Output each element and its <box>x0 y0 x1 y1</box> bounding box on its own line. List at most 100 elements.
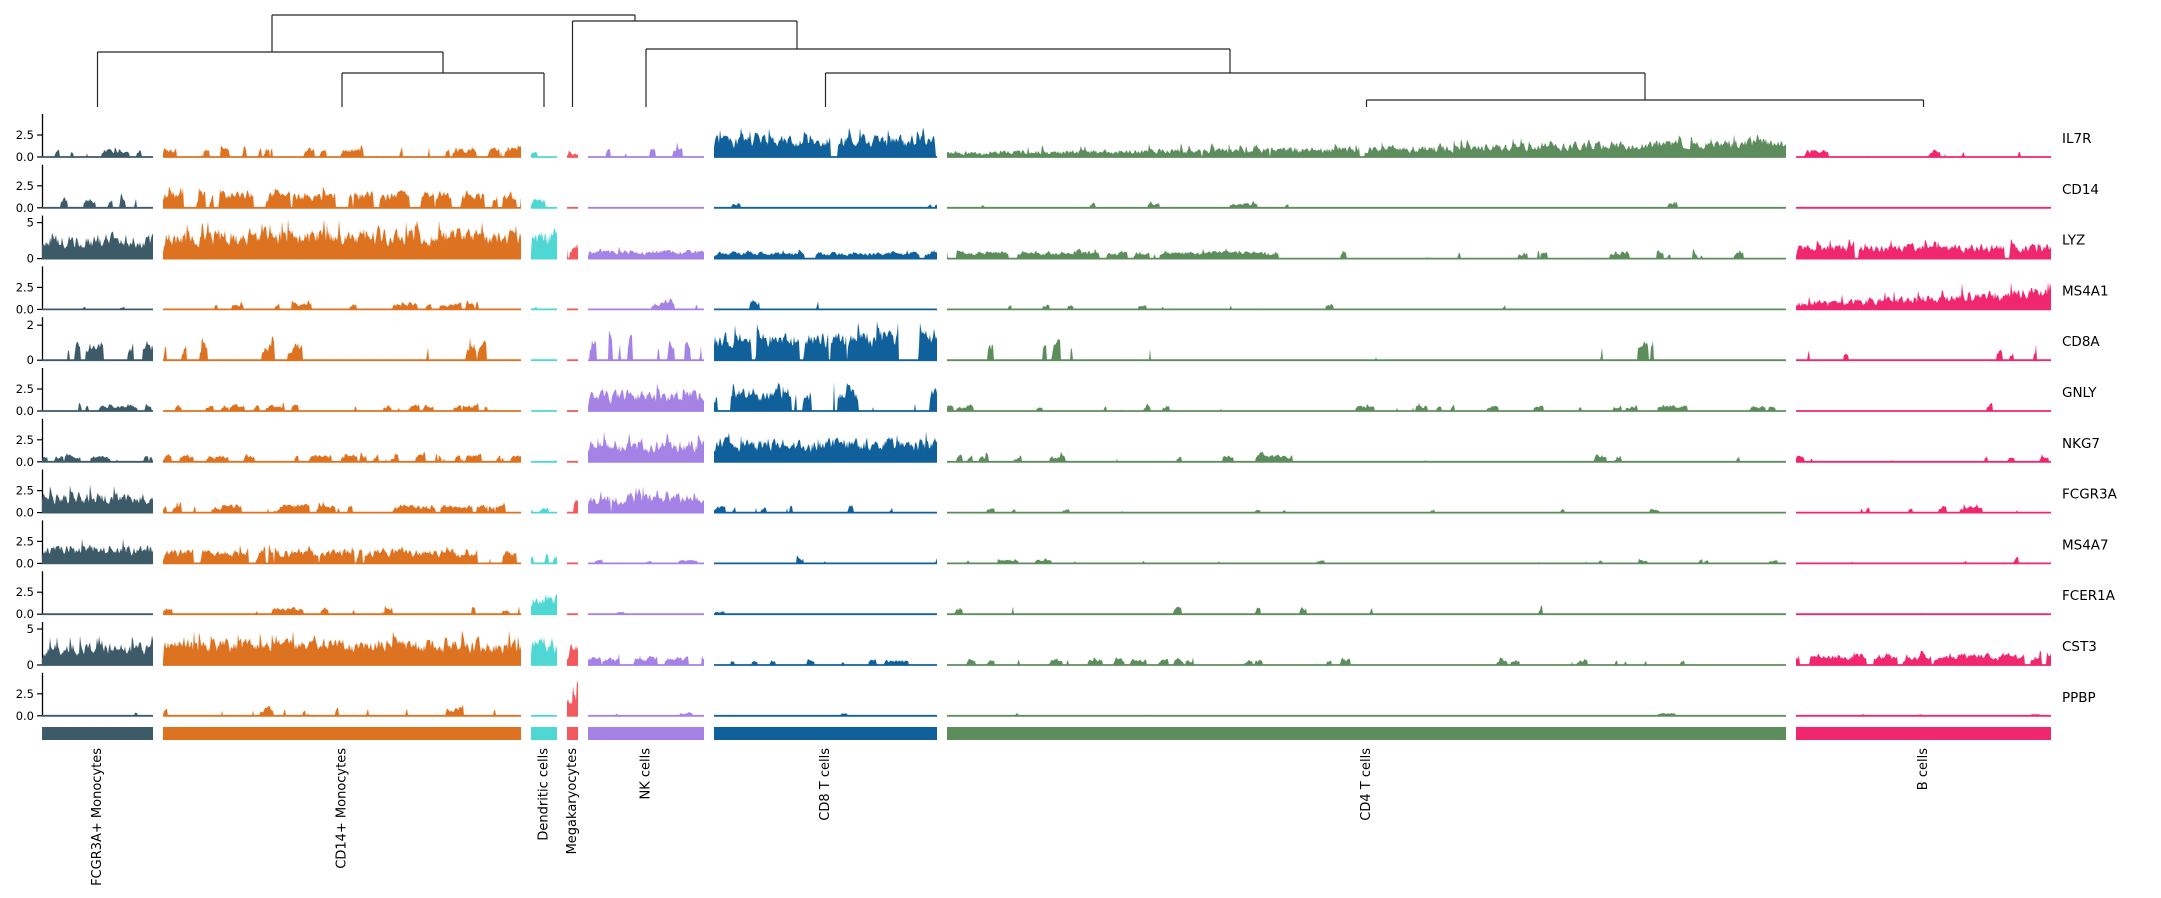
track-CD8A-CD14+-Monocytes <box>163 336 521 361</box>
track-NKG7-B-cells <box>1796 454 2051 462</box>
track-FCGR3A-CD14+-Monocytes <box>163 501 521 513</box>
track-MS4A1-NK-cells <box>588 298 704 310</box>
track-CST3-CD8-T-cells <box>714 658 937 665</box>
track-FCGR3A-Dendritic-cells <box>531 507 557 513</box>
track-LYZ-FCGR3A+-Monocytes <box>42 231 153 259</box>
group-label-CD8-T-cells: CD8 T cells <box>818 748 833 821</box>
track-PPBP-Megakaryocytes <box>567 680 578 716</box>
gene-label-MS4A1: MS4A1 <box>2062 283 2109 299</box>
track-LYZ-Megakaryocytes <box>567 243 578 259</box>
track-GNLY-CD14+-Monocytes <box>163 402 521 411</box>
track-GNLY-B-cells <box>1796 402 2051 411</box>
track-MS4A7-CD8-T-cells <box>714 555 937 564</box>
track-IL7R-CD8-T-cells <box>714 127 937 157</box>
track-CD14-FCGR3A+-Monocytes <box>42 193 153 208</box>
track-LYZ-CD4-T-cells <box>947 248 1786 259</box>
track-NKG7-FCGR3A+-Monocytes <box>42 453 153 462</box>
gene-label-PPBP: PPBP <box>2062 690 2096 706</box>
track-LYZ-B-cells <box>1796 238 2051 259</box>
track-MS4A7-Dendritic-cells <box>531 554 557 564</box>
track-FCER1A-CD14+-Monocytes <box>163 605 521 615</box>
y-tick-label-MS4A1-top: 2.5 <box>16 280 34 294</box>
group-label-Megakaryocytes: Megakaryocytes <box>565 748 580 855</box>
category-bar-FCGR3A+-Monocytes <box>42 727 153 740</box>
gene-label-FCGR3A: FCGR3A <box>2062 487 2118 503</box>
track-CST3-B-cells <box>1796 650 2051 665</box>
y-tick-label-CST3-bottom: 0 <box>27 658 34 672</box>
gene-label-CST3: CST3 <box>2062 639 2097 655</box>
track-MS4A7-B-cells <box>1796 556 2051 564</box>
y-tick-label-FCGR3A-top: 2.5 <box>16 484 34 498</box>
track-IL7R-Dendritic-cells <box>531 151 557 157</box>
track-CD8A-FCGR3A+-Monocytes <box>42 340 153 361</box>
gene-label-IL7R: IL7R <box>2062 131 2091 147</box>
group-label-FCGR3A+-Monocytes: FCGR3A+ Monocytes <box>90 748 105 886</box>
y-tick-label-IL7R-bottom: 0.0 <box>16 150 34 164</box>
track-PPBP-CD14+-Monocytes <box>163 704 521 716</box>
track-FCGR3A-Megakaryocytes <box>567 499 578 513</box>
category-bar-CD4-T-cells <box>947 727 1786 740</box>
y-tick-label-FCGR3A-bottom: 0.0 <box>16 506 34 520</box>
group-label-NK-cells: NK cells <box>639 748 654 800</box>
y-tick-label-MS4A7-top: 2.5 <box>16 534 34 548</box>
track-IL7R-Megakaryocytes <box>567 150 578 157</box>
track-GNLY-FCGR3A+-Monocytes <box>42 403 153 411</box>
track-MS4A7-FCGR3A+-Monocytes <box>42 538 153 564</box>
track-FCER1A-CD4-T-cells <box>947 605 1786 615</box>
track-CST3-Megakaryocytes <box>567 643 578 665</box>
track-IL7R-NK-cells <box>588 142 704 157</box>
track-MS4A7-CD14+-Monocytes <box>163 543 521 564</box>
y-tick-label-FCER1A-top: 2.5 <box>16 585 34 599</box>
y-tick-label-LYZ-top: 5 <box>27 216 34 230</box>
y-tick-label-CST3-top: 5 <box>27 622 34 636</box>
category-bar-CD8-T-cells <box>714 727 937 740</box>
y-tick-label-PPBP-top: 2.5 <box>16 687 34 701</box>
y-tick-label-PPBP-bottom: 0.0 <box>16 709 34 723</box>
gene-label-NKG7: NKG7 <box>2062 436 2100 452</box>
track-GNLY-CD4-T-cells <box>947 402 1786 411</box>
track-CD14-CD4-T-cells <box>947 200 1786 208</box>
gene-label-LYZ: LYZ <box>2062 233 2085 249</box>
track-MS4A1-CD14+-Monocytes <box>163 300 521 310</box>
track-CD8A-NK-cells <box>588 330 704 361</box>
y-tick-label-FCER1A-bottom: 0.0 <box>16 607 34 621</box>
track-FCGR3A-FCGR3A+-Monocytes <box>42 484 153 513</box>
track-CST3-NK-cells <box>588 653 704 665</box>
track-FCGR3A-NK-cells <box>588 486 704 513</box>
track-GNLY-CD8-T-cells <box>714 381 937 411</box>
y-tick-label-NKG7-top: 2.5 <box>16 433 34 447</box>
group-label-B-cells: B cells <box>1916 748 1931 790</box>
track-MS4A1-B-cells <box>1796 282 2051 310</box>
track-LYZ-Dendritic-cells <box>531 228 557 259</box>
y-tick-label-MS4A1-bottom: 0.0 <box>16 302 34 316</box>
track-CST3-FCGR3A+-Monocytes <box>42 635 153 665</box>
track-CD14-CD14+-Monocytes <box>163 186 521 208</box>
gene-label-CD14: CD14 <box>2062 182 2099 198</box>
track-NKG7-CD8-T-cells <box>714 431 937 462</box>
track-IL7R-FCGR3A+-Monocytes <box>42 147 153 157</box>
track-CD14-Dendritic-cells <box>531 199 557 208</box>
track-CD8A-CD8-T-cells <box>714 320 937 361</box>
category-bar-B-cells <box>1796 727 2051 740</box>
track-LYZ-CD8-T-cells <box>714 249 937 259</box>
gene-label-GNLY: GNLY <box>2062 385 2097 401</box>
y-tick-label-LYZ-bottom: 0 <box>27 252 34 266</box>
gene-label-MS4A7: MS4A7 <box>2062 537 2109 553</box>
group-label-CD4-T-cells: CD4 T cells <box>1359 748 1374 821</box>
y-tick-label-MS4A7-bottom: 0.0 <box>16 556 34 570</box>
track-GNLY-NK-cells <box>588 382 704 411</box>
track-CST3-CD4-T-cells <box>947 657 1786 665</box>
track-CST3-Dendritic-cells <box>531 637 557 665</box>
y-tick-label-CD14-top: 2.5 <box>16 179 34 193</box>
track-FCGR3A-B-cells <box>1796 503 2051 513</box>
group-label-Dendritic-cells: Dendritic cells <box>537 748 552 841</box>
track-NKG7-NK-cells <box>588 431 704 462</box>
track-FCER1A-Dendritic-cells <box>531 594 557 615</box>
y-tick-label-NKG7-bottom: 0.0 <box>16 455 34 469</box>
track-PPBP-NK-cells <box>588 711 704 716</box>
y-tick-label-CD14-bottom: 0.0 <box>16 201 34 215</box>
track-CD8A-B-cells <box>1796 344 2051 361</box>
category-bar-NK-cells <box>588 727 704 740</box>
